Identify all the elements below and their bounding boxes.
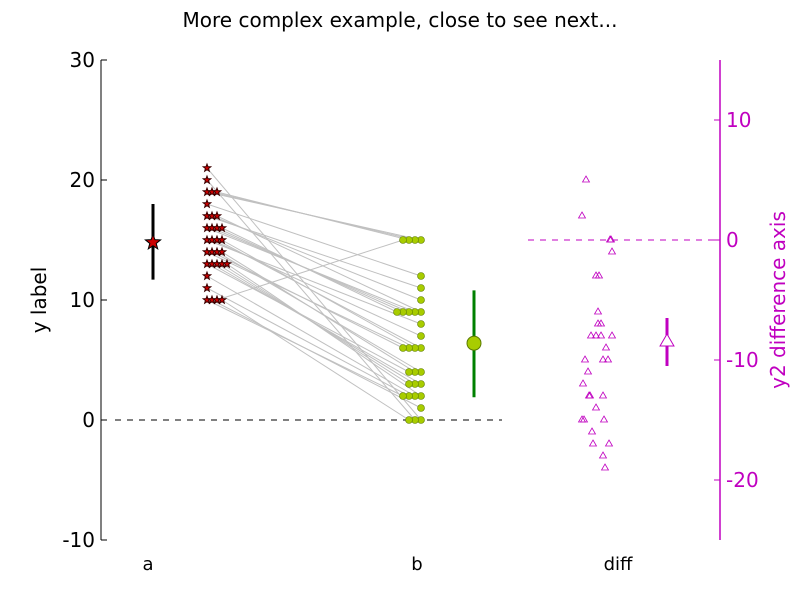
y-axis-label: y label	[27, 267, 51, 334]
diff-point	[588, 439, 598, 447]
paired-line	[206, 203, 422, 277]
paired-line	[206, 275, 416, 397]
y-tick-label: -10	[62, 528, 95, 552]
diff-point	[596, 319, 606, 327]
data-marks	[144, 162, 675, 471]
paired-line	[216, 215, 422, 313]
series-b-point	[417, 332, 425, 340]
series-b-point	[405, 368, 413, 376]
y-tick-label: 30	[70, 48, 95, 72]
y2-tick-label: -20	[726, 468, 759, 492]
axes: 30 20 10 0 -10 10 0 -10 -20 a b diff	[62, 48, 758, 575]
diff-point	[598, 451, 608, 459]
series-b-point	[417, 320, 425, 328]
diff-point	[598, 391, 608, 399]
diff-mean-marker	[659, 333, 675, 347]
series-a-point	[201, 270, 213, 281]
x-category-label: a	[142, 554, 153, 575]
x-category-label: diff	[604, 554, 633, 575]
y2-axis-label: y2 difference axis	[766, 211, 790, 389]
diff-point	[580, 355, 590, 363]
diff-point	[593, 307, 603, 315]
paired-line	[206, 263, 410, 373]
series-a-point	[211, 210, 223, 221]
paired-line	[221, 251, 416, 373]
series-a-mean-marker	[144, 232, 162, 251]
diff-point	[581, 175, 591, 183]
series-b-point	[417, 284, 425, 292]
series-b-point	[399, 392, 407, 400]
series-a-point	[201, 174, 213, 185]
series-a-point	[216, 294, 228, 305]
y-tick-label: 10	[70, 288, 95, 312]
series-b-point	[417, 272, 425, 280]
series-a-point	[211, 186, 223, 197]
diff-point	[583, 367, 593, 375]
diff-point	[591, 403, 601, 411]
series-b-point	[399, 344, 407, 352]
y2-tick-label: -10	[726, 348, 759, 372]
diff-point	[585, 391, 595, 399]
diff-point	[604, 439, 614, 447]
diff-point	[598, 355, 608, 363]
paired-line	[206, 287, 410, 397]
paired-line	[226, 263, 422, 397]
diff-point	[578, 379, 588, 387]
series-a-point	[216, 234, 228, 245]
series-a-point	[201, 198, 213, 209]
diff-point	[607, 247, 617, 255]
diff-point	[601, 343, 611, 351]
series-b-point	[405, 416, 413, 424]
series-b-point	[417, 296, 425, 304]
paired-line	[221, 239, 416, 349]
diff-point	[596, 331, 606, 339]
diff-point	[594, 271, 604, 279]
series-a-point	[216, 222, 228, 233]
paired-line	[206, 179, 416, 421]
diff-point	[600, 463, 610, 471]
y2-tick-label: 10	[726, 108, 751, 132]
diff-point	[603, 355, 613, 363]
paired-line	[216, 191, 410, 241]
y-tick-label: 20	[70, 168, 95, 192]
paired-line	[206, 167, 422, 421]
diff-point	[577, 211, 587, 219]
paired-lines	[206, 167, 422, 421]
series-a-point	[201, 162, 213, 173]
paired-line	[221, 299, 410, 421]
diff-point	[579, 415, 589, 423]
series-a-point	[221, 258, 233, 269]
diff-point	[606, 235, 616, 243]
diff-point	[599, 415, 609, 423]
y2-tick-label: 0	[726, 228, 739, 252]
x-category-label: b	[411, 554, 422, 575]
series-b-point	[417, 404, 425, 412]
series-b-point	[399, 236, 407, 244]
series-a-point	[216, 246, 228, 257]
paired-line	[211, 299, 422, 409]
series-a-point	[201, 282, 213, 293]
y-tick-label: 0	[82, 408, 95, 432]
series-b-mean-marker	[466, 335, 482, 351]
diff-point	[587, 427, 597, 435]
series-b-point	[393, 308, 401, 316]
diff-point	[607, 331, 617, 339]
paired-line	[216, 239, 404, 301]
chart-title: More complex example, close to see next.…	[183, 8, 618, 32]
series-b-point	[405, 380, 413, 388]
diff-point	[586, 331, 596, 339]
diff-point	[591, 331, 601, 339]
